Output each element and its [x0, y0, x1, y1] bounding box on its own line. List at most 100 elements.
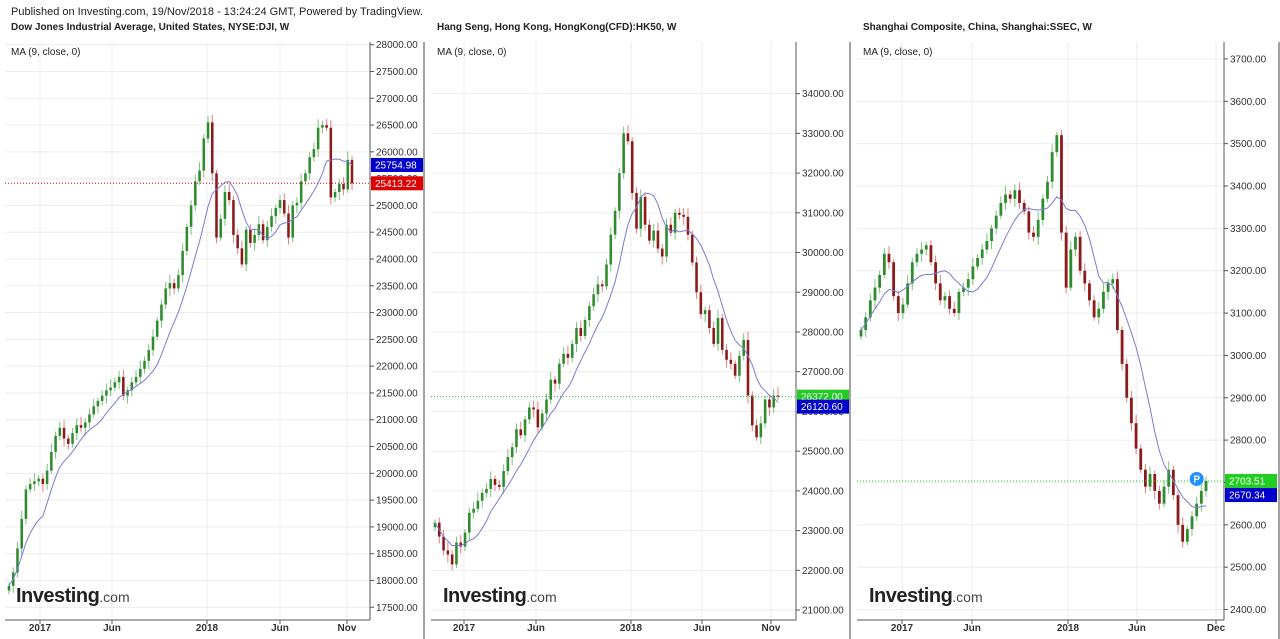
candle: [442, 529, 445, 556]
candle: [122, 369, 125, 401]
candle-body: [901, 304, 905, 314]
y-tick-label: 21000.00: [376, 415, 418, 426]
candle: [139, 360, 142, 384]
event-marker-label: P: [1193, 474, 1200, 485]
candle-body: [506, 457, 510, 472]
candle-body: [910, 262, 914, 284]
candle-body: [1013, 190, 1017, 199]
candle: [278, 194, 282, 214]
candle: [712, 321, 715, 348]
last-price-badge-bg: [1225, 473, 1277, 488]
ma-value-badge-bg: [1225, 488, 1277, 503]
candle-body: [1069, 249, 1073, 288]
candle: [562, 347, 565, 368]
candle: [1032, 225, 1035, 242]
candle: [236, 228, 239, 255]
candle: [915, 247, 919, 267]
candle-body: [266, 226, 269, 241]
candle-body: [720, 318, 724, 350]
candle: [446, 542, 450, 563]
candle-body: [67, 438, 70, 444]
candle-body: [321, 125, 324, 128]
candle: [480, 488, 484, 508]
candle-body: [755, 425, 758, 438]
candle: [489, 471, 493, 497]
candle: [450, 550, 454, 571]
candle-body: [455, 542, 458, 565]
candle: [194, 174, 197, 212]
candle: [523, 415, 527, 443]
candle: [100, 390, 104, 406]
candle: [1050, 144, 1054, 189]
candle: [485, 482, 488, 498]
candle: [177, 269, 180, 292]
y-tick-label: 21000.00: [802, 606, 844, 617]
candle: [957, 288, 961, 320]
candle-body: [240, 248, 244, 265]
candle-body: [570, 343, 574, 358]
ma-value-badge: 26120.60: [801, 402, 843, 413]
y-tick-label: 2500.00: [1230, 563, 1267, 574]
candle-body: [943, 296, 947, 301]
candle-body: [1195, 503, 1199, 517]
candle: [96, 397, 100, 414]
candle-body: [759, 423, 763, 438]
candle: [333, 188, 337, 202]
x-tick-label: 2017: [453, 623, 476, 634]
candle: [985, 233, 989, 255]
y-tick-label: 3400.00: [1230, 182, 1267, 193]
event-marker-icon[interactable]: [1189, 471, 1204, 486]
candle: [223, 185, 227, 226]
candle-body: [160, 304, 163, 321]
chart-canvas[interactable]: 34000.00 33000.00 32000.00 31000.00 30000.00…: [426, 0, 851, 639]
candle: [755, 419, 758, 441]
candle: [1204, 476, 1208, 497]
chart-canvas[interactable]: 28000.00 27500.00 27000.00 26500.00 26000.00…: [0, 0, 425, 639]
candle-body: [1111, 279, 1115, 284]
candle: [502, 464, 505, 494]
candle-body: [126, 390, 129, 396]
candle-body: [635, 192, 638, 229]
candle-body: [536, 409, 540, 428]
candle: [113, 377, 117, 392]
candle-body: [50, 451, 53, 471]
candle: [160, 299, 163, 328]
candle-body: [695, 262, 698, 293]
candle-body: [181, 250, 184, 276]
candle: [910, 257, 914, 291]
candle-body: [1185, 529, 1189, 542]
candle: [189, 200, 193, 235]
candle: [16, 541, 19, 578]
candle: [1008, 190, 1012, 204]
candle: [1176, 489, 1180, 533]
candle-body: [232, 200, 235, 235]
candle-body: [1116, 279, 1119, 330]
candle-body: [750, 395, 754, 426]
y-tick-label: 24000.00: [376, 255, 418, 266]
candle-body: [622, 133, 625, 174]
candle: [227, 183, 231, 205]
candle: [545, 393, 548, 421]
candle: [570, 339, 574, 363]
candle: [519, 421, 523, 439]
y-tick-label: 2600.00: [1230, 520, 1267, 531]
candle-body: [446, 550, 450, 555]
chart-canvas[interactable]: 3700.00 3600.00 3500.00 3400.00 3300.00 3200.…: [852, 0, 1280, 639]
candle-body: [1157, 490, 1161, 504]
candle-body: [510, 447, 514, 458]
y-tick-label: 22000.00: [802, 566, 844, 577]
candle-body: [37, 478, 40, 482]
candle: [219, 213, 222, 242]
chart-panel-dji: Dow Jones Industrial Average, United Sta…: [0, 0, 425, 639]
candle: [750, 391, 754, 432]
moving-average-line: [860, 196, 1207, 509]
candle-body: [1046, 181, 1049, 199]
y-tick-label: 25000.00: [802, 447, 844, 458]
candle-body: [498, 484, 501, 487]
candle-body: [549, 379, 553, 400]
x-tick-label: 2017: [891, 623, 914, 634]
x-tick-label: Dec: [1207, 623, 1226, 634]
candle: [67, 435, 70, 450]
candle: [558, 358, 561, 390]
candle: [943, 291, 947, 309]
